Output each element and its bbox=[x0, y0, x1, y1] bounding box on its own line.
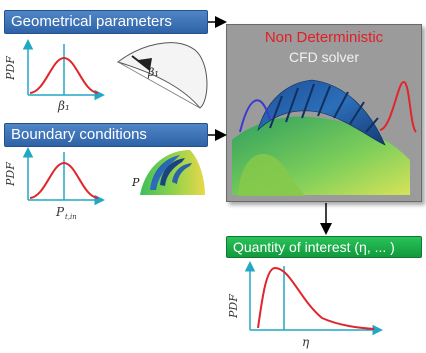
blade-param-label: β₁ bbox=[147, 66, 159, 79]
bc-param-subscript: t,in bbox=[65, 213, 77, 221]
solver-subtitle: CFD solver bbox=[288, 49, 359, 65]
qoi-pdf-plot bbox=[244, 261, 383, 336]
bc-param-label: P bbox=[55, 205, 65, 219]
qoi-pdf-axis-label: PDF bbox=[227, 294, 240, 319]
cut-param-label: P bbox=[131, 176, 140, 189]
qoi-axis-label: η bbox=[302, 335, 310, 349]
solver-visualization bbox=[232, 79, 417, 196]
turbine-cut-icon bbox=[140, 150, 205, 195]
geo-pdf-axis-label: PDF bbox=[4, 56, 17, 81]
geometrical-parameters-header: Geometrical parameters bbox=[4, 10, 208, 34]
blade-sketch-icon bbox=[116, 42, 208, 109]
bc-pdf-axis-label: PDF bbox=[4, 162, 17, 187]
boundary-conditions-header: Boundary conditions bbox=[4, 123, 208, 147]
geo-param-label: β₁ bbox=[57, 99, 70, 113]
solver-title: Non Deterministic bbox=[264, 29, 384, 46]
boundary-pdf-plot bbox=[22, 147, 105, 206]
geometrical-pdf-plot bbox=[22, 39, 105, 101]
quantity-of-interest-header: Quantity of interest (η, ... ) bbox=[226, 236, 422, 258]
